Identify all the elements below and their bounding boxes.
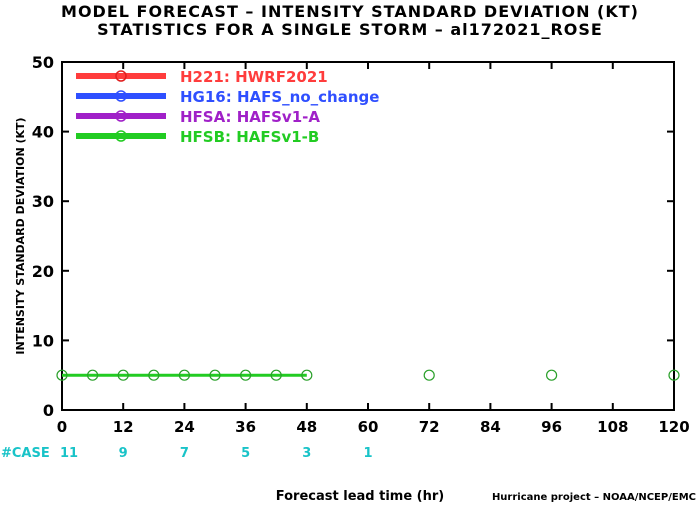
data-point [56, 369, 68, 381]
x-axis-label: Forecast lead time (hr) [276, 489, 444, 504]
y-axis-label: INTENSITY STANDARD DEVIATION (KT) [14, 117, 27, 354]
x-tick-label: 0 [57, 418, 67, 436]
legend-entry: H221: HWRF2021 [180, 68, 328, 86]
case-label: #CASE [1, 446, 50, 461]
y-tick-label: 10 [32, 331, 54, 350]
case-count: 9 [119, 446, 128, 461]
data-point [86, 369, 99, 381]
data-point [423, 369, 435, 381]
y-tick-label: 0 [43, 401, 54, 420]
x-tick-label: 84 [480, 418, 501, 436]
data-point [545, 369, 558, 381]
case-count: 5 [241, 446, 250, 461]
y-tick-label: 50 [32, 53, 54, 72]
legend-marker [115, 110, 127, 122]
legend-entry: HG16: HAFS_no_change [180, 88, 379, 106]
legend-entry: HFSB: HAFSv1-B [180, 128, 319, 146]
legend-marker [115, 130, 127, 142]
case-count: 3 [302, 446, 311, 461]
x-tick-label: 24 [174, 418, 195, 436]
y-tick-label: 20 [32, 262, 54, 281]
credit-text: Hurricane project – NOAA/NCEP/EMC [491, 492, 696, 503]
legend-marker [115, 70, 127, 82]
x-tick-label: 72 [419, 418, 440, 436]
x-tick-label: 120 [658, 418, 689, 436]
x-tick-label: 48 [296, 418, 317, 436]
y-tick-label: 40 [32, 123, 54, 142]
x-tick-label: 60 [358, 418, 379, 436]
case-count: 7 [180, 446, 189, 461]
data-point [240, 369, 252, 381]
chart-title: MODEL FORECAST – INTENSITY STANDARD DEVI… [61, 2, 639, 21]
case-count: 1 [363, 446, 372, 461]
legend-marker [115, 90, 127, 102]
case-count: 11 [60, 446, 78, 461]
data-point [209, 369, 221, 381]
x-tick-label: 108 [597, 418, 628, 436]
data-point [117, 369, 129, 381]
chart-subtitle: STATISTICS FOR A SINGLE STORM – al172021… [97, 20, 603, 39]
x-tick-label: 96 [541, 418, 562, 436]
data-point [148, 369, 160, 381]
data-point [178, 369, 190, 381]
data-point [668, 369, 680, 381]
data-point [270, 369, 282, 381]
data-point [301, 369, 313, 381]
y-tick-label: 30 [32, 192, 54, 211]
x-tick-label: 12 [113, 418, 134, 436]
x-tick-label: 36 [235, 418, 256, 436]
legend-entry: HFSA: HAFSv1-A [180, 108, 320, 126]
